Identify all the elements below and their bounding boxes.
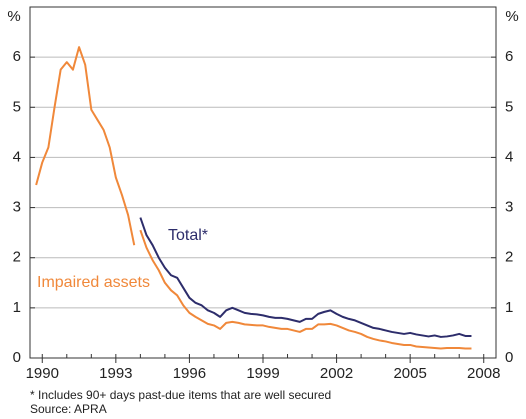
y-tick-label: 2 bbox=[13, 249, 21, 266]
y-tick-label: 5 bbox=[13, 98, 21, 115]
x-tick-label: 1993 bbox=[99, 365, 132, 382]
series-label: Impaired assets bbox=[37, 274, 150, 291]
series-line bbox=[139, 217, 472, 338]
y-tick-label: 2 bbox=[505, 249, 513, 266]
y-tick-label: 3 bbox=[13, 199, 21, 216]
y-unit-right: % bbox=[505, 8, 518, 25]
y-tick-label: 5 bbox=[505, 98, 513, 115]
x-tick-label: 1999 bbox=[246, 365, 279, 382]
x-tick-label: 2005 bbox=[393, 365, 426, 382]
y-tick-label: 0 bbox=[505, 349, 513, 366]
series-label: Total* bbox=[168, 227, 208, 244]
y-tick-label: 3 bbox=[505, 199, 513, 216]
plot-frame bbox=[29, 6, 497, 359]
footnote: * Includes 90+ days past-due items that … bbox=[30, 388, 331, 402]
x-tick-label: 2008 bbox=[467, 365, 500, 382]
y-tick-label: 4 bbox=[505, 148, 513, 165]
y-unit-left: % bbox=[7, 8, 20, 25]
y-tick-label: 6 bbox=[13, 48, 21, 65]
y-tick-label: 4 bbox=[13, 148, 21, 165]
y-tick-label: 1 bbox=[13, 299, 21, 316]
series-line bbox=[35, 46, 472, 350]
y-tick-label: 1 bbox=[505, 299, 513, 316]
y-tick-label: 6 bbox=[505, 48, 513, 65]
x-tick-label: 1990 bbox=[26, 365, 59, 382]
x-tick-label: 2002 bbox=[320, 365, 353, 382]
y-tick-label: 0 bbox=[13, 349, 21, 366]
source: Source: APRA bbox=[30, 402, 107, 416]
x-tick-label: 1996 bbox=[173, 365, 206, 382]
